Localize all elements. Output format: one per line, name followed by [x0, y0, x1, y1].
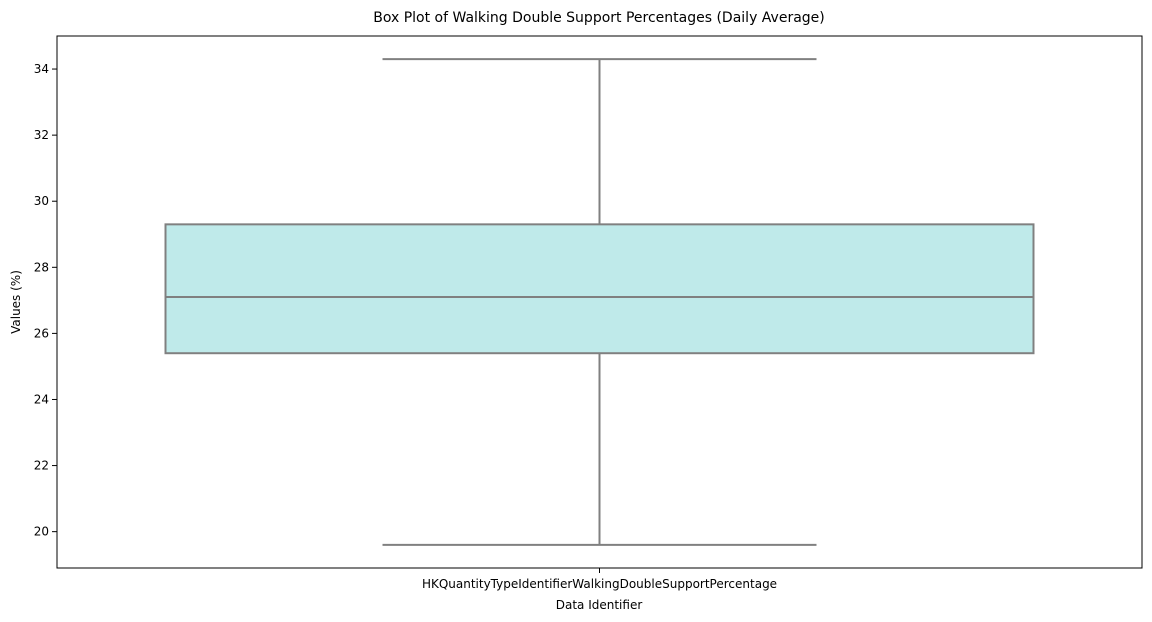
y-axis-label: Values (%) [9, 270, 23, 334]
y-tick-label: 20 [34, 525, 49, 539]
chart-title: Box Plot of Walking Double Support Perce… [373, 10, 825, 26]
x-tick-label: HKQuantityTypeIdentifierWalkingDoubleSup… [422, 577, 777, 591]
axes-frame [56, 35, 1143, 569]
interquartile-box [164, 223, 1035, 355]
y-tick-label: 32 [34, 128, 49, 142]
x-axis-label: Data Identifier [556, 598, 643, 612]
plot-area [164, 58, 1035, 546]
x-axis: HKQuantityTypeIdentifierWalkingDoubleSup… [422, 568, 777, 591]
y-tick-label: 24 [34, 392, 49, 406]
y-tick-label: 28 [34, 260, 49, 274]
box-plot-group [164, 58, 1035, 546]
y-tick-label: 26 [34, 326, 49, 340]
y-tick-label: 30 [34, 194, 49, 208]
y-axis: 20 22 24 26 28 30 32 34 [34, 62, 57, 539]
y-tick-label: 22 [34, 459, 49, 473]
y-tick-label: 34 [34, 62, 49, 76]
